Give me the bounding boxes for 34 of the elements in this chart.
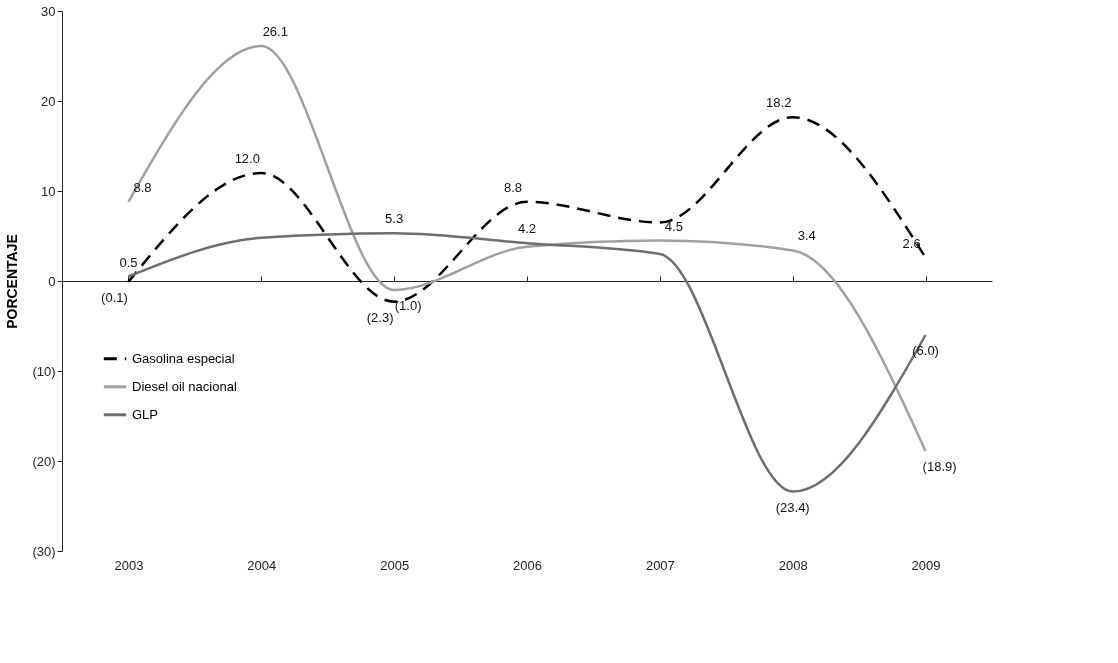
y-tick-label: 0 <box>48 273 56 289</box>
x-tick-label: 2007 <box>645 557 675 573</box>
data-label: 8.8 <box>133 179 152 195</box>
data-label: (23.4) <box>775 499 810 515</box>
x-tick-label: 2005 <box>380 557 410 573</box>
data-label: 12.0 <box>234 151 260 166</box>
data-label: 0.5 <box>119 254 138 270</box>
data-label: 5.3 <box>385 211 404 227</box>
data-label: (0.1) <box>101 289 128 305</box>
y-axis-title: PORCENTAJE <box>4 234 21 329</box>
x-tick-label: 2004 <box>247 557 277 573</box>
y-tick-label: (20) <box>32 453 56 469</box>
legend-label: Gasolina especial <box>132 350 235 366</box>
y-tick-label: (30) <box>32 543 56 559</box>
x-tick-label: 2006 <box>513 557 542 573</box>
data-label: 26.1 <box>262 24 288 40</box>
x-tick-label: 2003 <box>114 557 144 573</box>
data-label: 4.2 <box>517 221 537 237</box>
data-label: 18.2 <box>766 95 792 111</box>
x-tick-label: 2008 <box>778 557 808 573</box>
legend-label: Diesel oil nacional <box>132 378 237 394</box>
y-tick-label: 20 <box>41 93 56 109</box>
legend-label: GLP <box>132 406 159 422</box>
y-tick-label: 10 <box>41 183 56 199</box>
y-tick-label: (10) <box>32 363 56 379</box>
data-label: (18.9) <box>922 459 957 475</box>
data-label: 4.5 <box>664 218 683 234</box>
data-label: (2.3) <box>366 309 394 325</box>
x-tick-label: 2009 <box>911 557 941 573</box>
data-label: 2.6 <box>902 235 921 251</box>
data-label: (1.0) <box>394 298 422 313</box>
data-label: 3.4 <box>797 228 816 244</box>
data-label: 8.8 <box>503 179 523 195</box>
y-tick-label: 30 <box>41 3 56 19</box>
